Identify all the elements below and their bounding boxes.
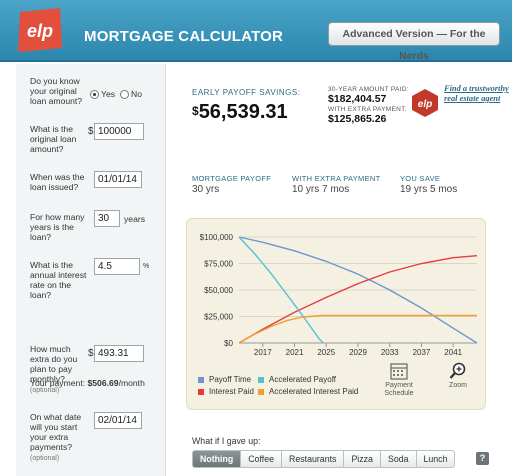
y-tick-label: $100,000: [200, 233, 234, 242]
no-label: No: [131, 89, 142, 99]
start-optional: (optional): [30, 455, 60, 462]
y-tick-label: $0: [224, 339, 233, 348]
no-radio[interactable]: No: [120, 89, 142, 99]
original-known-label: Do you know your original loan amount?: [30, 76, 83, 106]
legend-swatch: [258, 376, 264, 383]
extra-optional: (optional): [30, 387, 60, 394]
legend-swatch: [198, 388, 204, 395]
elp-logo[interactable]: elp: [16, 8, 64, 52]
loan-years-input[interactable]: 30: [94, 210, 120, 227]
zoom-label: Zoom: [449, 382, 467, 389]
y-tick-label: $50,000: [204, 286, 233, 295]
legend-swatch: [258, 388, 264, 395]
x-tick-label: 2029: [349, 348, 367, 357]
series-line-accelerated-interest-paid: [238, 314, 477, 344]
x-tick-label: 2021: [286, 348, 304, 357]
legend-swatch: [198, 376, 204, 383]
issue-date-input[interactable]: 01/01/14: [94, 171, 142, 188]
tab-coffee[interactable]: Coffee: [241, 450, 282, 468]
series-line-payoff-time: [238, 236, 478, 344]
y-tick-label: $25,000: [204, 313, 233, 322]
payoff-label: MORTGAGE PAYOFF: [192, 174, 272, 183]
tab-restaurants[interactable]: Restaurants: [282, 450, 345, 468]
years-label: For how many years is the loan?: [30, 212, 85, 242]
start-question: On what date will you start your extra p…: [30, 412, 82, 452]
series-line-interest-paid: [238, 255, 478, 344]
x-tick-label: 2025: [317, 348, 335, 357]
chart-panel: $100,000 $75,000 $50,000 $25,000 $0 2017 2021 2…: [186, 218, 486, 410]
extra-label: How much extra do you plan to pay monthl…: [30, 344, 82, 396]
input-panel: Do you know your original loan amount? Y…: [16, 64, 166, 476]
legend-accelerated-interest: Accelerated Interest Paid: [258, 387, 358, 396]
calendar-icon: [390, 363, 408, 380]
tab-nothing[interactable]: Nothing: [192, 450, 242, 468]
agent-badge-icon[interactable]: elp: [410, 88, 440, 118]
x-tick-label: 2041: [444, 348, 462, 357]
legend-payoff-time: Payoff Time: [198, 375, 251, 384]
thirty-year-label: 30-YEAR AMOUNT PAID:: [328, 86, 409, 93]
header-bar: elp MORTGAGE CALCULATOR Advanced Version…: [0, 0, 512, 62]
savings-label: EARLY PAYOFF SAVINGS:: [192, 88, 301, 97]
help-button[interactable]: ?: [476, 452, 489, 465]
legend-label: Accelerated Payoff: [269, 375, 337, 384]
yes-radio[interactable]: Yes: [90, 89, 115, 99]
find-agent-link[interactable]: Find a trustworthy real estate agent: [444, 84, 509, 103]
with-extra-value: $125,865.26: [328, 113, 387, 125]
legend-label: Payoff Time: [209, 375, 252, 384]
y-tick-label: $75,000: [204, 260, 233, 269]
tab-pizza[interactable]: Pizza: [344, 450, 381, 468]
svg-text:elp: elp: [27, 21, 53, 41]
svg-text:elp: elp: [418, 99, 432, 110]
start-date-input[interactable]: 02/01/14: [94, 412, 142, 429]
payment-label: Your payment:: [30, 378, 86, 388]
rate-label: What is the annual interest rate on the …: [30, 260, 87, 300]
with-extra-payment-label: WITH EXTRA PAYMENT: [292, 174, 381, 183]
savings-value: $56,539.31: [192, 101, 288, 124]
thirty-year-value: $182,404.57: [328, 93, 387, 105]
advanced-version-button[interactable]: Advanced Version — For the Nerds: [328, 22, 500, 62]
amount-dollar: $: [88, 126, 94, 137]
what-if-tabs: Nothing Coffee Restaurants Pizza Soda Lu…: [192, 450, 456, 468]
yes-label: Yes: [101, 89, 116, 99]
rate-suffix: %: [143, 263, 150, 270]
amount-label: What is the original loan amount?: [30, 124, 77, 154]
savings-currency: $: [192, 104, 199, 118]
extra-payment-input[interactable]: 493.31: [94, 345, 144, 362]
payment-schedule-label: Payment Schedule: [384, 382, 414, 397]
payment-value: $506.69: [87, 378, 119, 388]
loan-amount-input[interactable]: 100000: [94, 123, 144, 140]
payoff-value: 30 yrs: [192, 184, 220, 195]
savings-amount: 56,539.31: [198, 101, 288, 123]
legend-accelerated-payoff: Accelerated Payoff: [258, 375, 336, 384]
start-label: On what date will you start your extra p…: [30, 412, 86, 464]
with-extra-label: WITH EXTRA PAYMENT:: [328, 106, 407, 113]
x-tick-label: 2037: [413, 348, 431, 357]
payment-row: Your payment: $506.69/month: [30, 378, 145, 388]
payment-suffix: /month: [118, 378, 145, 388]
extra-question: How much extra do you plan to pay monthl…: [30, 344, 78, 384]
page-title: MORTGAGE CALCULATOR: [84, 28, 284, 45]
tab-soda[interactable]: Soda: [380, 450, 417, 468]
x-tick-label: 2017: [254, 348, 272, 357]
legend-label: Accelerated Interest Paid: [269, 387, 359, 396]
you-save-label: YOU SAVE: [400, 174, 441, 183]
payoff-chart: $100,000 $75,000 $50,000 $25,000 $0 2017 2021 2…: [200, 233, 478, 357]
zoom-button[interactable]: Zoom: [444, 362, 472, 390]
what-if-label: What if I gave up:: [192, 436, 261, 446]
zoom-icon: [449, 362, 466, 379]
x-tick-label: 2033: [381, 348, 399, 357]
tab-lunch[interactable]: Lunch: [416, 450, 456, 468]
no-radio-dot[interactable]: [120, 89, 129, 99]
legend-label: Interest Paid: [209, 387, 254, 396]
you-save-value: 19 yrs 5 mos: [400, 184, 458, 195]
years-suffix: years: [124, 214, 146, 224]
extra-dollar: $: [88, 348, 94, 359]
series-line-accelerated-payoff: [238, 236, 324, 344]
with-extra-payment-value: 10 yrs 7 mos: [292, 184, 350, 195]
payment-schedule-button[interactable]: Payment Schedule: [378, 362, 420, 398]
interest-rate-input[interactable]: 4.5: [94, 258, 140, 275]
legend-interest-paid: Interest Paid: [198, 387, 254, 396]
issued-label: When was the loan issued?: [30, 172, 85, 192]
yes-radio-dot[interactable]: [90, 89, 99, 99]
